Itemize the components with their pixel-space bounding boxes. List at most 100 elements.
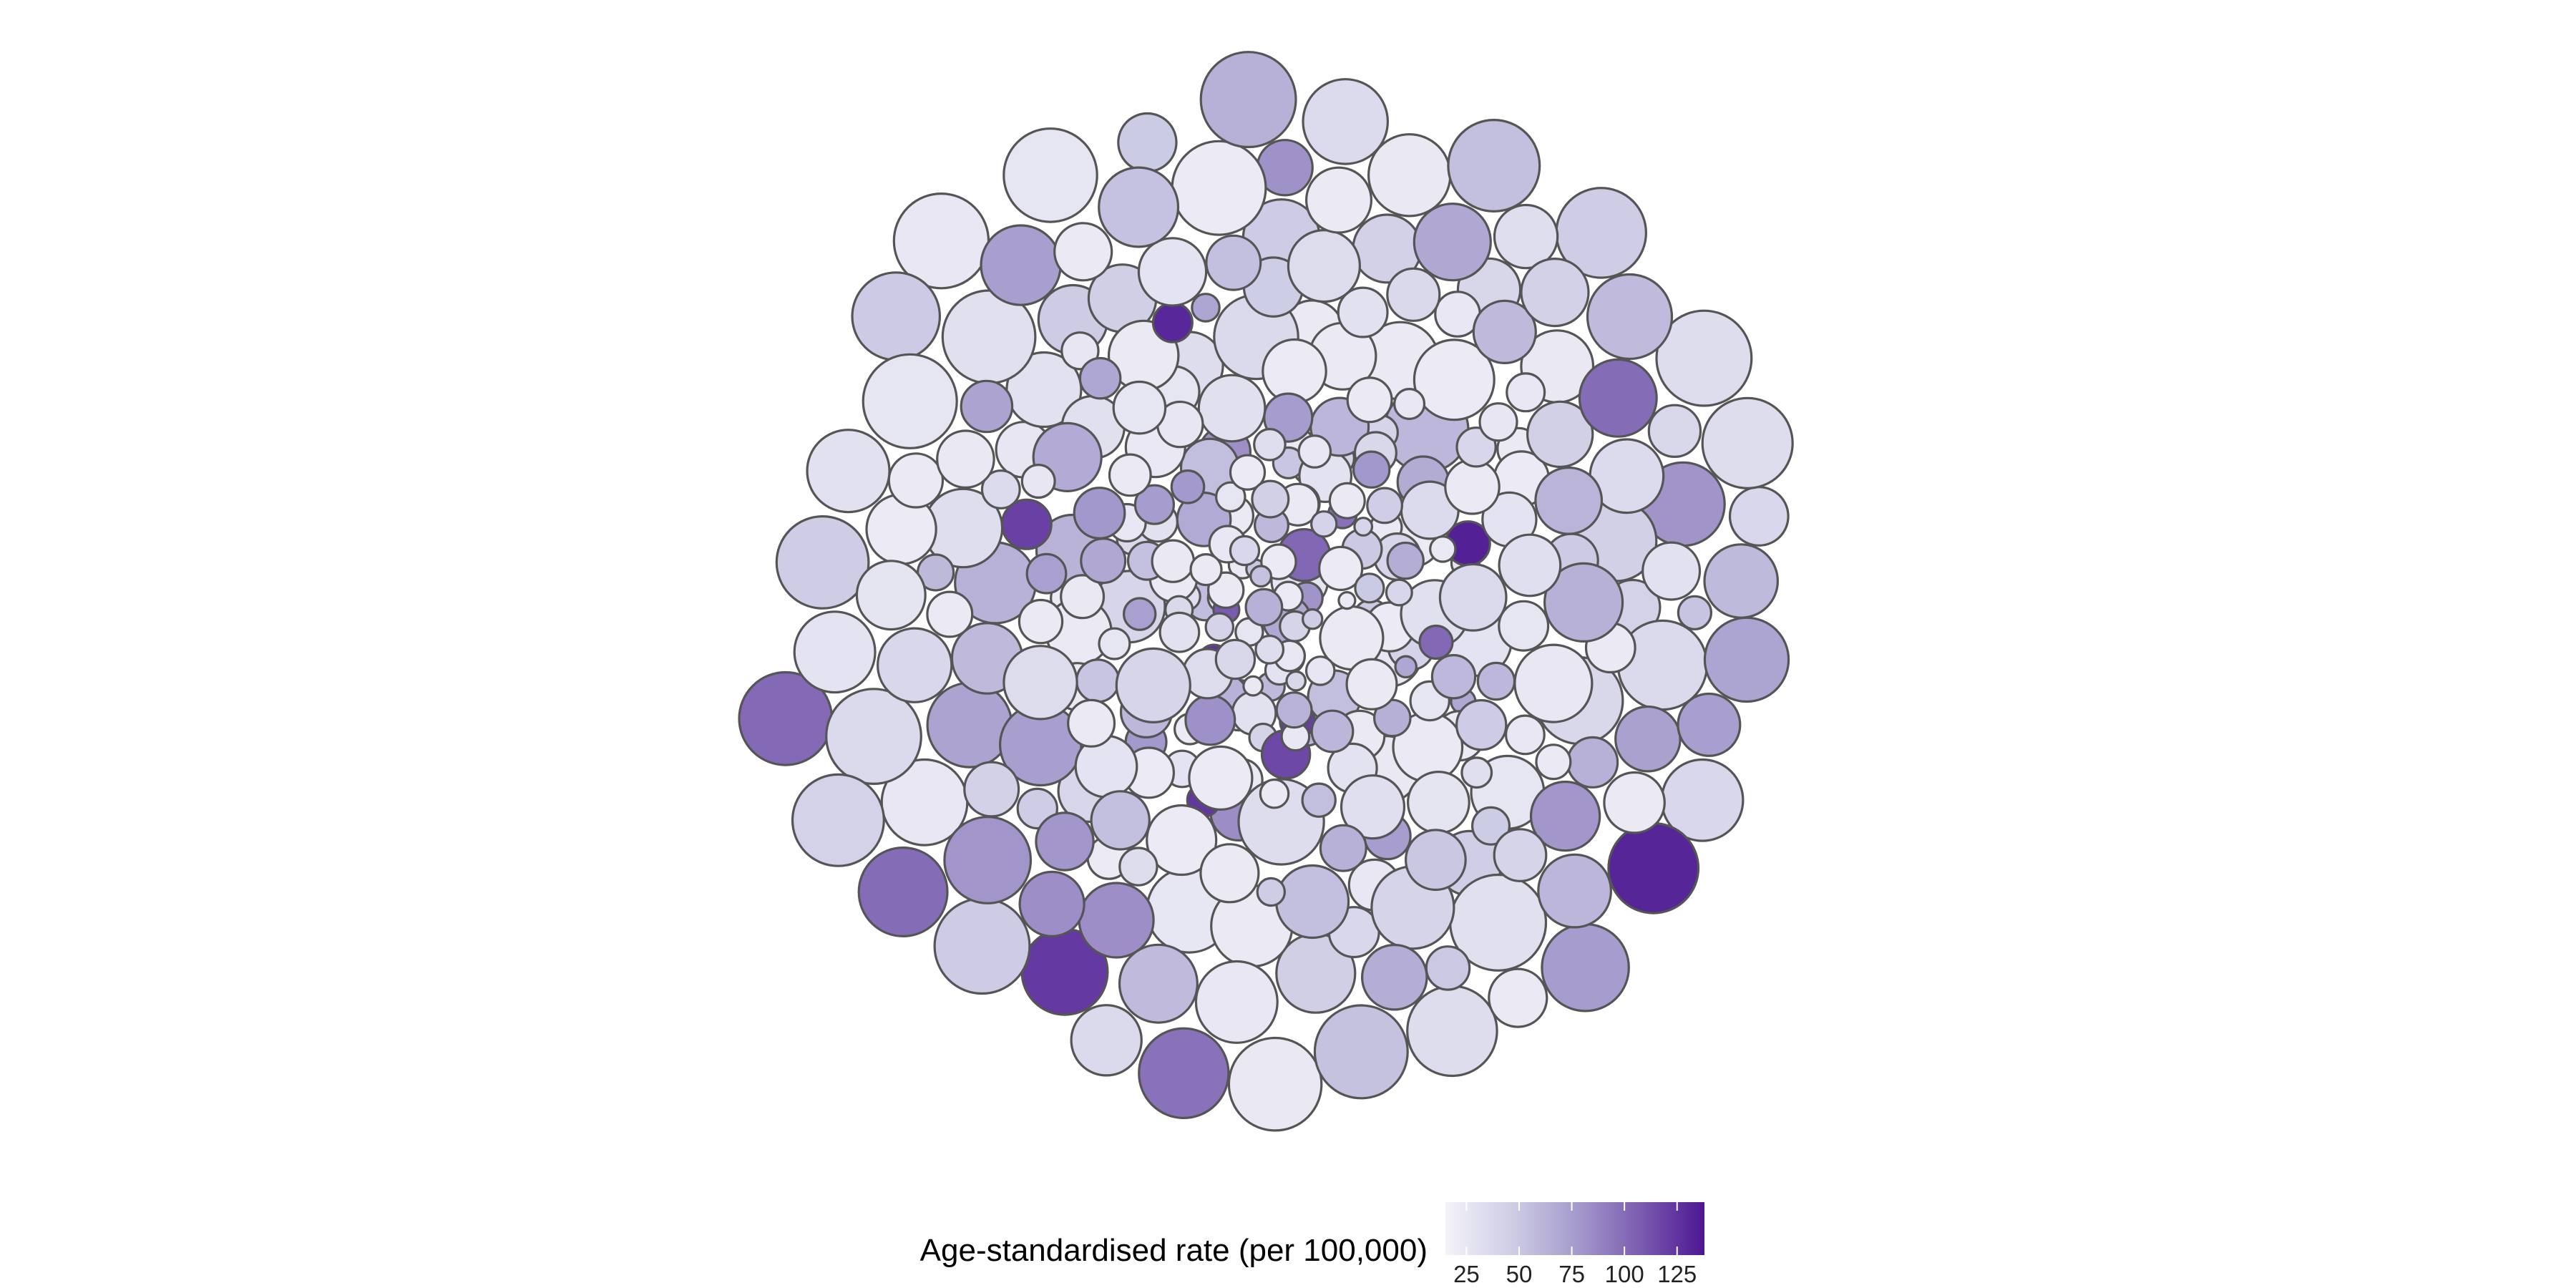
bubble (1493, 828, 1548, 882)
bubble (1199, 51, 1297, 149)
bubble (960, 379, 1014, 434)
bubble (1025, 552, 1068, 595)
bubble (1353, 517, 1374, 537)
bubble (857, 846, 949, 937)
bubble (936, 429, 995, 489)
bubble (1115, 647, 1191, 724)
bubble (1018, 598, 1064, 645)
bubble (775, 515, 870, 610)
bubble (825, 688, 922, 785)
bubble (1067, 698, 1116, 748)
legend-tick-label: 75 (1558, 1261, 1585, 1287)
bubble (806, 429, 891, 514)
bubble (1346, 376, 1393, 424)
bubble (1018, 870, 1085, 938)
bubble (1297, 434, 1332, 469)
bubble (1301, 608, 1324, 630)
bubble (1578, 358, 1658, 438)
bubble (1413, 338, 1496, 421)
bubble (1060, 574, 1106, 620)
bubble (980, 469, 1021, 509)
bubble (1000, 498, 1053, 550)
bubble (1328, 482, 1366, 519)
bubble (1354, 572, 1385, 604)
bubble (791, 773, 885, 867)
bubble (1352, 450, 1391, 489)
bubble (1498, 600, 1550, 652)
bubble (1118, 847, 1158, 887)
bubble (1070, 1004, 1143, 1077)
bubble (1472, 299, 1537, 364)
bubble (1310, 709, 1355, 753)
bubble (862, 353, 958, 449)
bubble (1274, 864, 1350, 940)
bubble (1249, 565, 1272, 588)
bubble (1526, 400, 1594, 469)
bubble (1199, 843, 1260, 904)
bubble (1146, 804, 1218, 877)
bubble (1242, 675, 1264, 697)
bubble (1586, 273, 1674, 361)
bubble (1304, 655, 1336, 686)
bubble (1701, 396, 1794, 489)
bubble (1386, 541, 1425, 580)
bubble (1319, 824, 1367, 872)
bubble (1214, 638, 1257, 680)
bubble (1117, 112, 1178, 173)
bubble (1418, 624, 1454, 660)
bubble (1493, 203, 1559, 270)
bubble (1366, 487, 1403, 525)
bubble (1404, 829, 1467, 892)
bubble (1498, 533, 1562, 597)
bubble (1194, 960, 1279, 1044)
bubble (1285, 670, 1307, 692)
bubble (1229, 454, 1267, 491)
bubble (1075, 658, 1121, 703)
bubble (1504, 714, 1546, 756)
legend-colorbar (1445, 1202, 1704, 1255)
bubble (1098, 627, 1131, 660)
bubble (1603, 771, 1666, 834)
bubble (1215, 481, 1246, 513)
bubble (1520, 258, 1590, 328)
bubble (1641, 541, 1702, 601)
bubble (1430, 654, 1477, 700)
bubble (1302, 78, 1390, 165)
bubble (980, 224, 1062, 306)
bubble (1455, 426, 1497, 468)
bubble (1345, 658, 1398, 711)
bubble (1386, 267, 1441, 322)
bubble (1078, 356, 1122, 400)
bubble (1244, 587, 1284, 627)
bubble (1227, 1036, 1323, 1132)
bubble (887, 452, 945, 509)
bubble (1513, 643, 1594, 723)
bubble (1614, 705, 1682, 773)
bubble (1138, 1027, 1230, 1120)
bubble (1090, 790, 1151, 851)
bubble (1478, 402, 1518, 442)
bubble (1020, 463, 1056, 499)
bubble (1455, 699, 1508, 751)
legend-tick-label: 100 (1605, 1261, 1644, 1287)
bubble (1361, 943, 1428, 1011)
bubble (1108, 453, 1152, 497)
bubble (1309, 510, 1338, 538)
bubble (1444, 458, 1501, 515)
bubble (1438, 562, 1508, 632)
bubble (855, 560, 927, 631)
bubble (1529, 780, 1601, 852)
bubble (943, 816, 1033, 904)
bubble (1655, 309, 1753, 407)
bubble (1677, 595, 1712, 630)
bubble (1118, 943, 1199, 1024)
legend: Age-standardised rate (per 100,000) 25 50… (920, 1202, 1704, 1287)
bubble (1171, 140, 1267, 236)
bubble (1471, 806, 1511, 846)
bubble (1313, 1004, 1409, 1100)
bubble (1301, 782, 1337, 818)
bubble (1429, 535, 1457, 563)
bubble (1259, 778, 1290, 809)
bubble (1318, 545, 1364, 592)
bubble (1133, 484, 1176, 525)
